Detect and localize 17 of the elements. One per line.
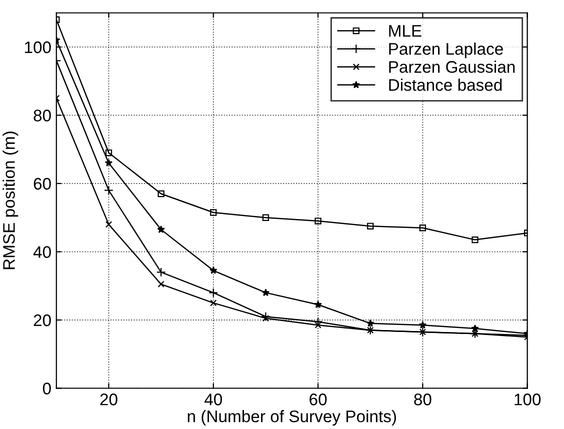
x-tick-label: 40: [204, 394, 222, 406]
legend-label: Parzen Gaussian: [389, 60, 515, 73]
x-tick-label: 60: [310, 394, 327, 406]
legend-label: Parzen Laplace: [389, 42, 503, 58]
y-tick-label: 40: [33, 246, 51, 258]
y-tick-label: 60: [34, 178, 51, 190]
y-tick-label: 80: [34, 110, 51, 122]
x-tick-label: 20: [100, 394, 118, 406]
legend-label: MLE: [389, 25, 422, 37]
y-tick-label: 20: [34, 314, 51, 326]
legend-label: Distance based: [389, 78, 502, 91]
x-tick-label: 80: [414, 394, 432, 406]
x-axis-title: n (Number of Survey Points): [188, 410, 396, 426]
y-tick-label: 0: [42, 382, 51, 394]
x-tick-label: 100: [514, 394, 541, 406]
y-axis-title: RMSE position (m): [2, 132, 18, 270]
y-tick-label: 100: [25, 41, 51, 54]
